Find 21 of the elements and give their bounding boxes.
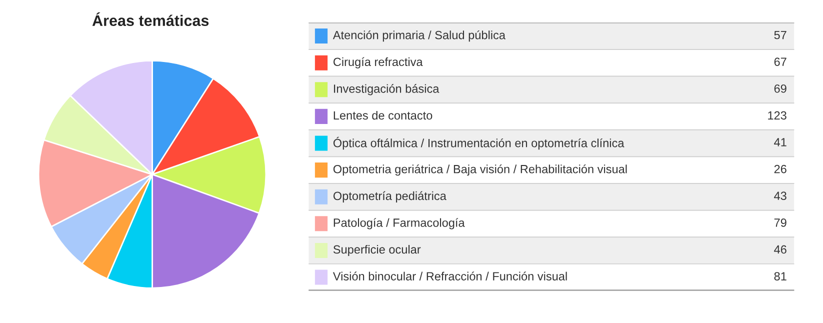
legend-label: Atención primaria / Salud pública — [332, 30, 506, 42]
data-label: 81 — [774, 272, 786, 280]
data-label: 67 — [774, 58, 786, 66]
legend-label: Patología / Farmacología — [334, 218, 465, 230]
legend-label: Lentes de contacto — [334, 110, 432, 120]
data-label: 26 — [774, 164, 786, 174]
legend-label: Cirugía refractiva — [334, 57, 423, 68]
data-label: 79 — [774, 218, 786, 227]
legend-label: Investigación básica — [334, 84, 440, 96]
legend-label: Óptica oftálmica / Instrumentación en optometría clínica — [333, 136, 624, 150]
data-label: 46 — [774, 245, 786, 254]
legend-label: Optometria geriátrica / Baja visión / Rehabilitación visual — [333, 164, 627, 176]
chart-title: Áreas temáticas — [92, 12, 209, 26]
legend-label: Optometría pediátrica — [333, 191, 446, 202]
legend-label: Superficie ocular — [333, 244, 421, 256]
data-label: 43 — [774, 192, 786, 200]
data-label: 69 — [774, 84, 786, 93]
data-label: 57 — [774, 30, 786, 40]
data-label: 41 — [774, 138, 786, 146]
data-label: 123 — [768, 111, 786, 120]
legend-label: Visión binocular / Refracción / Función visual — [332, 272, 567, 280]
